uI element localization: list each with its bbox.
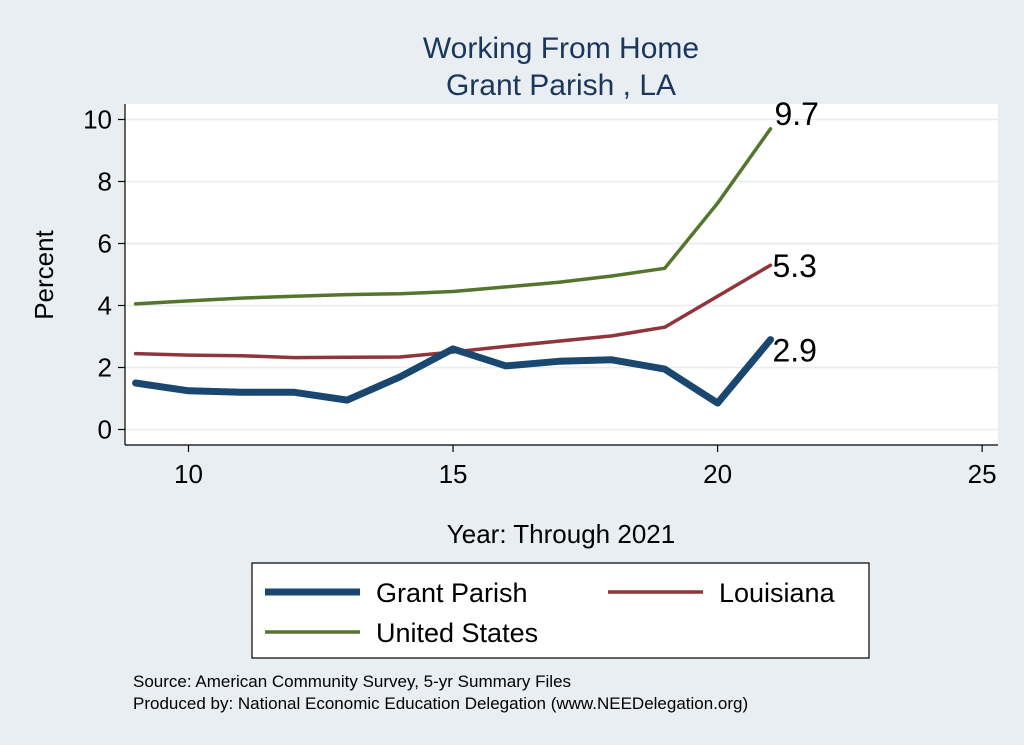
legend-label: United States — [376, 618, 538, 648]
x-tick-label: 25 — [968, 459, 997, 489]
legend-box — [251, 562, 870, 659]
legend: Grant Parish Louisiana United States — [251, 562, 870, 659]
axis-ticks: 0 2 4 6 8 10 10 15 20 25 — [83, 105, 997, 490]
grid-lines — [125, 118, 998, 431]
x-tick-label: 20 — [703, 459, 732, 489]
end-label-grant-parish: 2.9 — [772, 333, 816, 369]
x-tick-label: 15 — [439, 459, 468, 489]
end-label-united-states: 9.7 — [774, 96, 818, 132]
legend-label: Grant Parish — [376, 578, 528, 608]
source-note: Source: American Community Survey, 5-yr … — [133, 672, 571, 691]
legend-label: Louisiana — [719, 578, 836, 608]
y-tick-label: 10 — [83, 105, 112, 135]
y-tick-label: 4 — [98, 291, 112, 321]
x-axis-title: Year: Through 2021 — [447, 519, 675, 549]
chart-title-line-1: Working From Home — [423, 32, 699, 65]
y-tick-label: 2 — [98, 353, 112, 383]
y-axis-title: Percent — [29, 229, 59, 319]
end-label-louisiana: 5.3 — [772, 248, 816, 284]
series-line-grant-parish — [132, 336, 774, 407]
end-labels: 2.9 5.3 9.7 — [772, 96, 818, 369]
series-lines — [132, 127, 774, 407]
y-tick-label: 0 — [98, 415, 112, 445]
x-tick-label: 10 — [174, 459, 203, 489]
y-tick-label: 8 — [98, 167, 112, 197]
chart-title-line-2: Grant Parish , LA — [446, 69, 676, 102]
plot-region — [125, 104, 998, 445]
y-tick-label: 6 — [98, 229, 112, 259]
produced-by-note: Produced by: National Economic Education… — [133, 694, 748, 713]
series-line-united-states — [133, 127, 773, 306]
